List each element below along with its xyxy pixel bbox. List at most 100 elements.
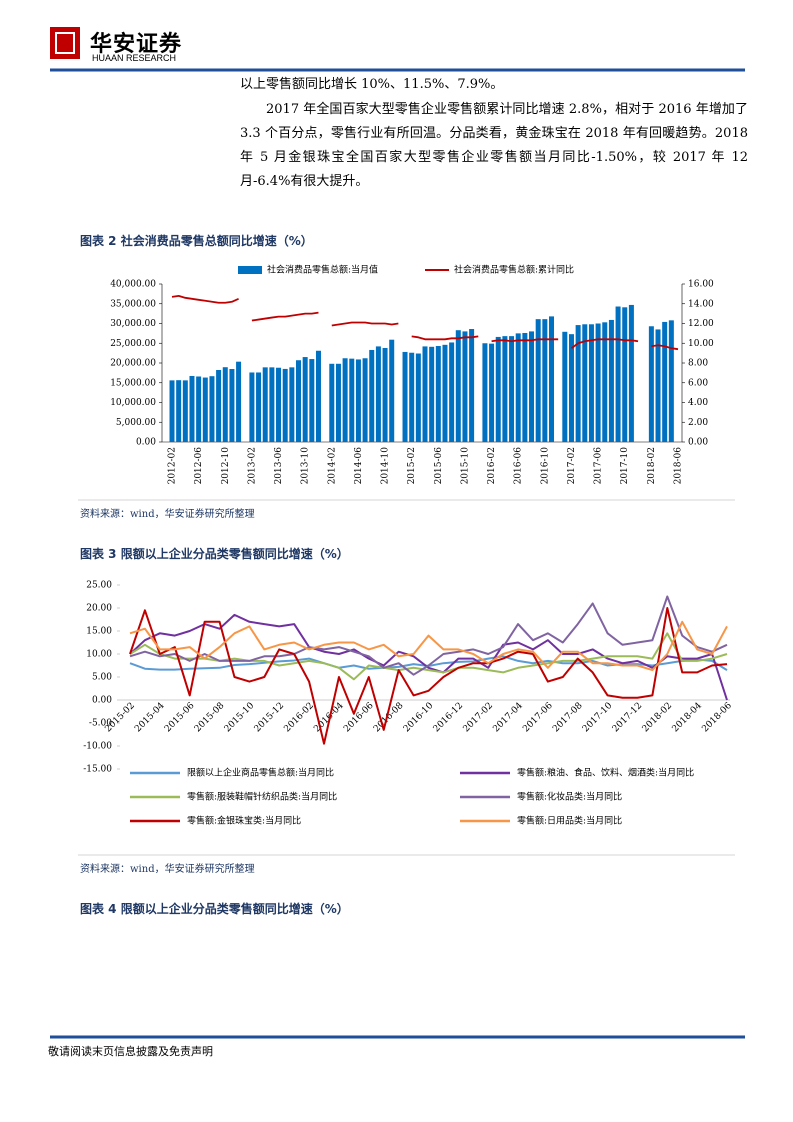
bar: [655, 329, 661, 442]
bar: [282, 368, 288, 442]
bar: [562, 331, 568, 442]
line: [129, 607, 728, 745]
x-tick-label: 2016-02: [282, 701, 316, 735]
bar: [462, 331, 468, 442]
y-tick-label: 25.00: [86, 581, 112, 591]
bar: [369, 349, 375, 442]
x-tick-label: 2013-10: [301, 447, 311, 485]
logo-text: 华安证券: [90, 31, 183, 57]
x-tick-label: 2018-04: [671, 701, 705, 735]
line: [129, 613, 728, 701]
x-tick-label: 2015-06: [434, 447, 444, 485]
x-tick-label: 2016-02: [487, 447, 497, 484]
y-tick-label: 25,000.00: [110, 339, 156, 349]
y-tick-label: 5,000.00: [116, 418, 156, 428]
y2-tick-label: 12.00: [688, 319, 714, 329]
bar: [602, 322, 608, 442]
y-tick-label: 35,000.00: [110, 299, 156, 309]
x-tick-label: 2016-10: [402, 701, 436, 735]
figure-caption: 图表 2 社会消费品零售总额同比增速（%）: [80, 234, 313, 248]
bar: [209, 376, 215, 442]
bar: [429, 346, 435, 442]
legend-label: 限额以上企业商品零售总额:当月同比: [187, 767, 334, 779]
figure-source: 资料来源：wind，华安证券研究所整理: [80, 509, 255, 520]
y-tick-label: 10,000.00: [110, 398, 156, 408]
x-tick-label: 2018-02: [641, 701, 675, 735]
x-tick-label: 2015-02: [407, 447, 417, 484]
x-tick-label: 2016-06: [342, 701, 376, 735]
bar: [522, 332, 528, 442]
x-tick-label: 2017-08: [551, 701, 585, 735]
logo-subtitle: HUAAN RESEARCH: [92, 53, 177, 63]
bar: [222, 367, 228, 442]
legend-label: 零售额:化妆品类:当月同比: [517, 791, 622, 803]
x-tick-label: 2016-12: [432, 701, 466, 735]
paragraph: 2017 年全国百家大型零售企业零售额累计同比增速 2.8%，相对于 2016 …: [240, 102, 748, 189]
bar: [549, 316, 554, 442]
y-tick-label: 20.00: [86, 604, 112, 614]
bar: [355, 359, 361, 442]
y2-tick-label: 10.00: [688, 339, 714, 349]
line: [171, 294, 679, 351]
x-tick-label: 2017-02: [567, 447, 577, 484]
bar: [542, 319, 548, 442]
legend-swatch: [238, 266, 262, 274]
x-tick-label: 2018-06: [700, 701, 734, 735]
bar: [236, 361, 242, 442]
bar: [229, 369, 235, 442]
y-tick-label: 5.00: [92, 673, 112, 683]
bar: [495, 336, 501, 442]
y2-tick-label: 8.00: [688, 359, 708, 369]
x-tick-label: 2017-04: [491, 701, 525, 735]
bar: [622, 307, 628, 442]
footer-text: 敬请阅读末页信息披露及免责声明: [48, 1045, 213, 1058]
bar: [529, 331, 535, 442]
y-tick-label: 10.00: [86, 650, 112, 660]
y-tick-label: -15.00: [83, 765, 112, 775]
legend-label: 社会消费品零售总额:累计同比: [454, 264, 574, 276]
bar: [202, 377, 208, 442]
x-tick-label: 2015-12: [253, 701, 287, 735]
bar: [435, 346, 441, 442]
bar: [176, 380, 182, 442]
bar: [315, 350, 321, 442]
bar: [575, 325, 581, 442]
bar: [342, 358, 348, 442]
bar: [469, 329, 475, 442]
legend-label: 零售额:日用品类:当月同比: [517, 815, 622, 827]
figure-source: 资料来源：wind，华安证券研究所整理: [80, 864, 255, 875]
bar: [415, 353, 421, 442]
bar: [216, 370, 222, 442]
bar: [375, 346, 381, 442]
y2-tick-label: 4.00: [688, 398, 708, 408]
chart: 0.00 5,000.00 10,000.00 15,000.00 20,000.00 2…: [110, 264, 714, 485]
bar: [489, 343, 495, 442]
line: [129, 620, 728, 672]
bar: [189, 375, 195, 442]
y-tick-label: 0.00: [136, 438, 156, 448]
x-tick-label: 2017-10: [620, 447, 630, 485]
x-tick-label: 2018-06: [674, 447, 684, 485]
bar: [568, 334, 574, 442]
bar: [608, 319, 614, 442]
logo-glyph: [55, 32, 75, 54]
x-tick-label: 2014-10: [381, 447, 391, 485]
bar: [648, 326, 654, 442]
bar: [582, 324, 588, 442]
x-tick-label: 2018-02: [647, 447, 657, 484]
bar: [515, 333, 521, 442]
bar: [335, 363, 341, 442]
y-tick-label: 30,000.00: [110, 319, 156, 329]
bar: [615, 306, 621, 442]
x-tick-label: 2016-10: [540, 447, 550, 485]
y2-tick-label: 16.00: [688, 280, 714, 290]
bar: [509, 336, 515, 442]
bar: [309, 359, 315, 442]
y-tick-label: -5.00: [89, 719, 112, 729]
y2-tick-label: 6.00: [688, 378, 708, 388]
bar: [256, 372, 262, 442]
bar: [535, 319, 541, 442]
logo-mark: [50, 27, 80, 59]
